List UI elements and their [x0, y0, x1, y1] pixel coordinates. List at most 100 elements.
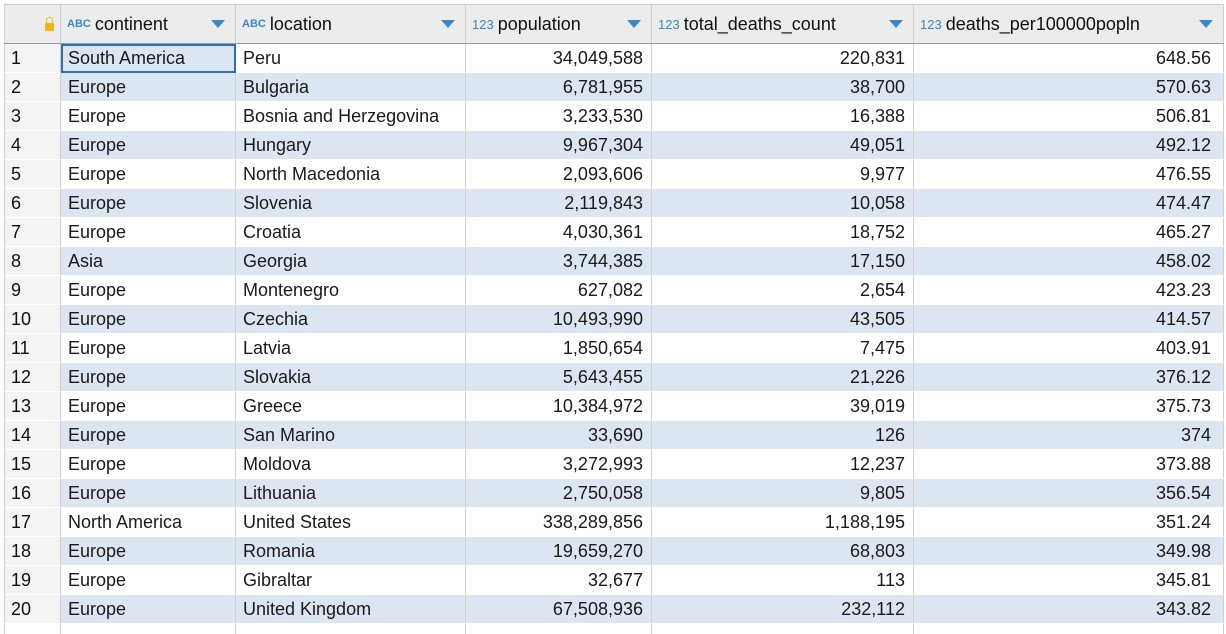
- cell-deaths-per100000popln[interactable]: 570.63: [914, 73, 1224, 102]
- cell-location[interactable]: Slovenia: [236, 189, 466, 218]
- cell-location[interactable]: Lithuania: [236, 479, 466, 508]
- cell-continent[interactable]: Europe: [61, 218, 236, 247]
- table-row[interactable]: 10 Europe Czechia 10,493,990 43,505 414.57: [4, 305, 1224, 334]
- cell-population[interactable]: 338,289,856: [466, 508, 652, 537]
- row-number[interactable]: 12: [4, 363, 61, 392]
- cell-population[interactable]: 34,049,588: [466, 44, 652, 73]
- cell-total-deaths-count[interactable]: 2,654: [652, 276, 914, 305]
- sort-desc-arrow-icon[interactable]: [441, 20, 455, 28]
- column-header-location[interactable]: ABC location: [236, 5, 466, 43]
- cell-population[interactable]: 33,690: [466, 421, 652, 450]
- table-row[interactable]: 16 Europe Lithuania 2,750,058 9,805 356.54: [4, 479, 1224, 508]
- table-row[interactable]: 2 Europe Bulgaria 6,781,955 38,700 570.63: [4, 73, 1224, 102]
- cell-location[interactable]: Greece: [236, 392, 466, 421]
- cell-total-deaths-count[interactable]: 39,019: [652, 392, 914, 421]
- cell-location[interactable]: Moldova: [236, 450, 466, 479]
- row-number[interactable]: 9: [4, 276, 61, 305]
- cell-continent[interactable]: South America: [61, 44, 236, 73]
- cell-deaths-per100000popln[interactable]: 474.47: [914, 189, 1224, 218]
- table-row[interactable]: 12 Europe Slovakia 5,643,455 21,226 376.12: [4, 363, 1224, 392]
- cell-location[interactable]: San Marino: [236, 421, 466, 450]
- cell-deaths-per100000popln[interactable]: 349.98: [914, 537, 1224, 566]
- cell-population[interactable]: 67,508,936: [466, 595, 652, 624]
- cell-continent[interactable]: Europe: [61, 479, 236, 508]
- cell-continent[interactable]: North America: [61, 508, 236, 537]
- cell-continent[interactable]: Europe: [61, 392, 236, 421]
- cell-continent[interactable]: Europe: [61, 537, 236, 566]
- cell-total-deaths-count[interactable]: 220,831: [652, 44, 914, 73]
- cell-population[interactable]: 2,119,843: [466, 189, 652, 218]
- cell-continent[interactable]: Europe: [61, 421, 236, 450]
- cell-location[interactable]: Croatia: [236, 218, 466, 247]
- row-number[interactable]: 4: [4, 131, 61, 160]
- cell-population[interactable]: 32,677: [466, 566, 652, 595]
- cell-total-deaths-count[interactable]: 49,051: [652, 131, 914, 160]
- cell-continent[interactable]: Europe: [61, 102, 236, 131]
- column-header-deaths-per100000popln[interactable]: 123 deaths_per100000popln: [914, 5, 1224, 43]
- cell-location[interactable]: Bulgaria: [236, 73, 466, 102]
- row-number[interactable]: 18: [4, 537, 61, 566]
- row-number[interactable]: 2: [4, 73, 61, 102]
- table-row[interactable]: 19 Europe Gibraltar 32,677 113 345.81: [4, 566, 1224, 595]
- cell-total-deaths-count[interactable]: 16,388: [652, 102, 914, 131]
- table-row[interactable]: 1 South America Peru 34,049,588 220,831 648.5…: [4, 44, 1224, 73]
- cell-location[interactable]: Peru: [236, 44, 466, 73]
- cell-total-deaths-count[interactable]: 9,977: [652, 160, 914, 189]
- cell-total-deaths-count[interactable]: 10,058: [652, 189, 914, 218]
- cell-total-deaths-count[interactable]: 38,700: [652, 73, 914, 102]
- cell-continent[interactable]: Europe: [61, 595, 236, 624]
- cell-total-deaths-count[interactable]: 113: [652, 566, 914, 595]
- sort-desc-arrow-icon[interactable]: [1199, 20, 1213, 28]
- cell-population[interactable]: 3,744,385: [466, 247, 652, 276]
- cell-continent[interactable]: Asia: [61, 247, 236, 276]
- sort-desc-arrow-icon[interactable]: [211, 20, 225, 28]
- cell-continent[interactable]: Europe: [61, 566, 236, 595]
- cell-location[interactable]: United States: [236, 508, 466, 537]
- cell-location[interactable]: United Kingdom: [236, 595, 466, 624]
- cell-total-deaths-count[interactable]: 126: [652, 421, 914, 450]
- cell-total-deaths-count[interactable]: 9,805: [652, 479, 914, 508]
- cell-location[interactable]: Slovakia: [236, 363, 466, 392]
- row-number[interactable]: 1: [4, 44, 61, 73]
- row-number[interactable]: 14: [4, 421, 61, 450]
- cell-deaths-per100000popln[interactable]: 351.24: [914, 508, 1224, 537]
- cell-deaths-per100000popln[interactable]: 423.23: [914, 276, 1224, 305]
- table-row[interactable]: 14 Europe San Marino 33,690 126 374: [4, 421, 1224, 450]
- cell-deaths-per100000popln[interactable]: 345.81: [914, 566, 1224, 595]
- cell-deaths-per100000popln[interactable]: 648.56: [914, 44, 1224, 73]
- table-row[interactable]: 5 Europe North Macedonia 2,093,606 9,977 476.…: [4, 160, 1224, 189]
- cell-population[interactable]: 2,093,606: [466, 160, 652, 189]
- cell-location[interactable]: Romania: [236, 537, 466, 566]
- row-number[interactable]: 3: [4, 102, 61, 131]
- cell-location[interactable]: Czechia: [236, 305, 466, 334]
- row-number[interactable]: 16: [4, 479, 61, 508]
- column-header-continent[interactable]: ABC continent: [61, 5, 236, 43]
- cell-continent[interactable]: Europe: [61, 334, 236, 363]
- cell-deaths-per100000popln[interactable]: 376.12: [914, 363, 1224, 392]
- row-number[interactable]: 19: [4, 566, 61, 595]
- cell-deaths-per100000popln[interactable]: 465.27: [914, 218, 1224, 247]
- table-row[interactable]: 8 Asia Georgia 3,744,385 17,150 458.02: [4, 247, 1224, 276]
- row-number[interactable]: 13: [4, 392, 61, 421]
- cell-total-deaths-count[interactable]: 21,226: [652, 363, 914, 392]
- row-number-header[interactable]: [4, 5, 61, 43]
- cell-continent[interactable]: Europe: [61, 160, 236, 189]
- sort-desc-arrow-icon[interactable]: [627, 20, 641, 28]
- row-number[interactable]: 15: [4, 450, 61, 479]
- cell-total-deaths-count[interactable]: 43,505: [652, 305, 914, 334]
- cell-population[interactable]: 19,659,270: [466, 537, 652, 566]
- cell-population[interactable]: 1,850,654: [466, 334, 652, 363]
- table-row[interactable]: 4 Europe Hungary 9,967,304 49,051 492.12: [4, 131, 1224, 160]
- cell-location[interactable]: Latvia: [236, 334, 466, 363]
- cell-population[interactable]: 10,493,990: [466, 305, 652, 334]
- cell-continent[interactable]: Europe: [61, 305, 236, 334]
- cell-continent[interactable]: Europe: [61, 363, 236, 392]
- cell-population[interactable]: 2,750,058: [466, 479, 652, 508]
- cell-continent[interactable]: Europe: [61, 450, 236, 479]
- cell-total-deaths-count[interactable]: 7,475: [652, 334, 914, 363]
- cell-location[interactable]: Gibraltar: [236, 566, 466, 595]
- cell-population[interactable]: 9,967,304: [466, 131, 652, 160]
- cell-deaths-per100000popln[interactable]: 343.82: [914, 595, 1224, 624]
- row-number[interactable]: 6: [4, 189, 61, 218]
- table-row[interactable]: 15 Europe Moldova 3,272,993 12,237 373.88: [4, 450, 1224, 479]
